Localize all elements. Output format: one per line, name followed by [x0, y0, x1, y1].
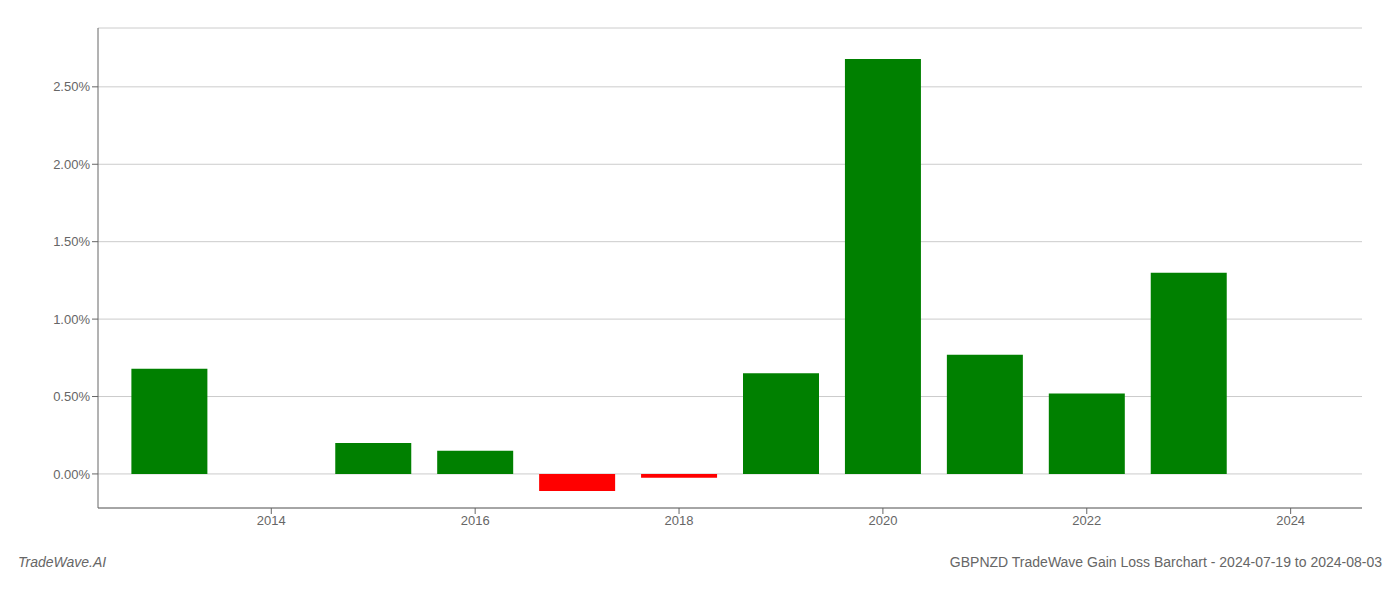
svg-text:1.50%: 1.50%: [53, 234, 90, 249]
svg-text:1.00%: 1.00%: [53, 312, 90, 327]
svg-text:2024: 2024: [1276, 513, 1305, 528]
svg-text:0.00%: 0.00%: [53, 467, 90, 482]
svg-text:2.00%: 2.00%: [53, 157, 90, 172]
html-text:TradeWave.AI: TradeWave.AI: [18, 554, 107, 570]
html-text:GBPNZD TradeWave Gain Loss Bar: GBPNZD TradeWave Gain Loss Barchart - 20…: [949, 554, 1382, 570]
svg-text:2020: 2020: [868, 513, 897, 528]
svg-text:2022: 2022: [1072, 513, 1101, 528]
svg-text:2018: 2018: [665, 513, 694, 528]
svg-text:2.50%: 2.50%: [53, 79, 90, 94]
svg-text:0.50%: 0.50%: [53, 389, 90, 404]
svg-text:2014: 2014: [257, 513, 286, 528]
svg-text:2016: 2016: [461, 513, 490, 528]
